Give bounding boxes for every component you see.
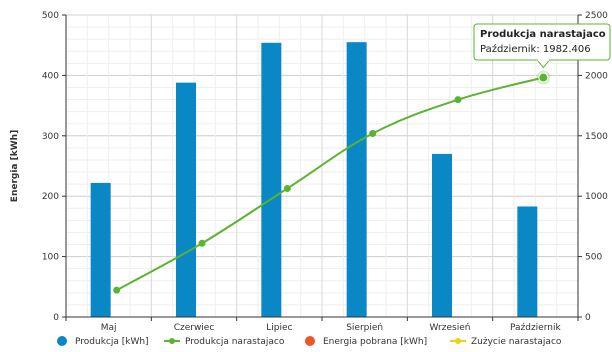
- bar: [261, 42, 282, 318]
- tooltip-title: Produkcja narastajaco: [480, 29, 606, 40]
- line-path: [116, 76, 544, 292]
- legend-label: Produkcja [kWh]: [75, 337, 149, 347]
- bars: [90, 42, 538, 318]
- line-series: [113, 70, 551, 294]
- right-tick-label: 1000: [585, 192, 608, 202]
- tooltip-pointer-cover: [537, 58, 549, 61]
- line-point: [198, 239, 206, 247]
- right-tick-label: 500: [585, 253, 602, 263]
- legend-marker-dot: [169, 338, 175, 344]
- x-tick-label: Październik: [510, 323, 561, 333]
- bar: [90, 182, 111, 317]
- left-tick-label: 200: [42, 192, 59, 202]
- x-tick-label: Czerwiec: [174, 323, 215, 333]
- legend-marker-dot: [455, 338, 461, 344]
- line-point: [369, 130, 377, 138]
- left-tick-label: 0: [53, 313, 59, 323]
- right-tick-label: 2500: [585, 11, 608, 21]
- legend-marker-circle: [305, 336, 315, 346]
- y-axis-title: Energia [kWh]: [10, 130, 20, 202]
- x-tick-label: Lipiec: [266, 323, 292, 333]
- left-tick-label: 100: [42, 253, 59, 263]
- bar: [176, 82, 196, 317]
- legend-marker-circle: [57, 336, 67, 346]
- line-point: [113, 286, 121, 294]
- bar: [432, 153, 452, 317]
- line-point: [538, 72, 549, 83]
- left-tick-label: 300: [42, 132, 59, 142]
- x-tick-label: Sierpień: [346, 323, 383, 333]
- legend: Produkcja [kWh] Produkcja narastajaco Ener…: [57, 336, 562, 347]
- tooltip-text: Październik: 1982.406: [480, 43, 591, 55]
- x-tick-label: Maj: [101, 323, 117, 333]
- x-tick-label: Wrzesień: [430, 323, 471, 333]
- line-point: [454, 96, 462, 104]
- line-point: [283, 184, 291, 192]
- right-tick-label: 0: [585, 313, 591, 323]
- left-tick-label: 400: [42, 71, 59, 81]
- tooltip: Produkcja narastajaco Październik: 1982.4…: [473, 23, 611, 69]
- left-tick-label: 500: [42, 11, 59, 21]
- right-tick-label: 2000: [585, 71, 608, 81]
- legend-label: Zużycie narastajaco: [471, 337, 562, 347]
- right-tick-label: 1500: [585, 132, 608, 142]
- legend-label: Energia pobrana [kWh]: [323, 337, 427, 347]
- bar: [517, 206, 538, 317]
- legend-label: Produkcja narastajaco: [185, 337, 285, 347]
- bar: [346, 42, 367, 318]
- axes: 0 100 200 300 400 500 0 500 1000 1500 2000 2500 Maj C…: [10, 11, 608, 333]
